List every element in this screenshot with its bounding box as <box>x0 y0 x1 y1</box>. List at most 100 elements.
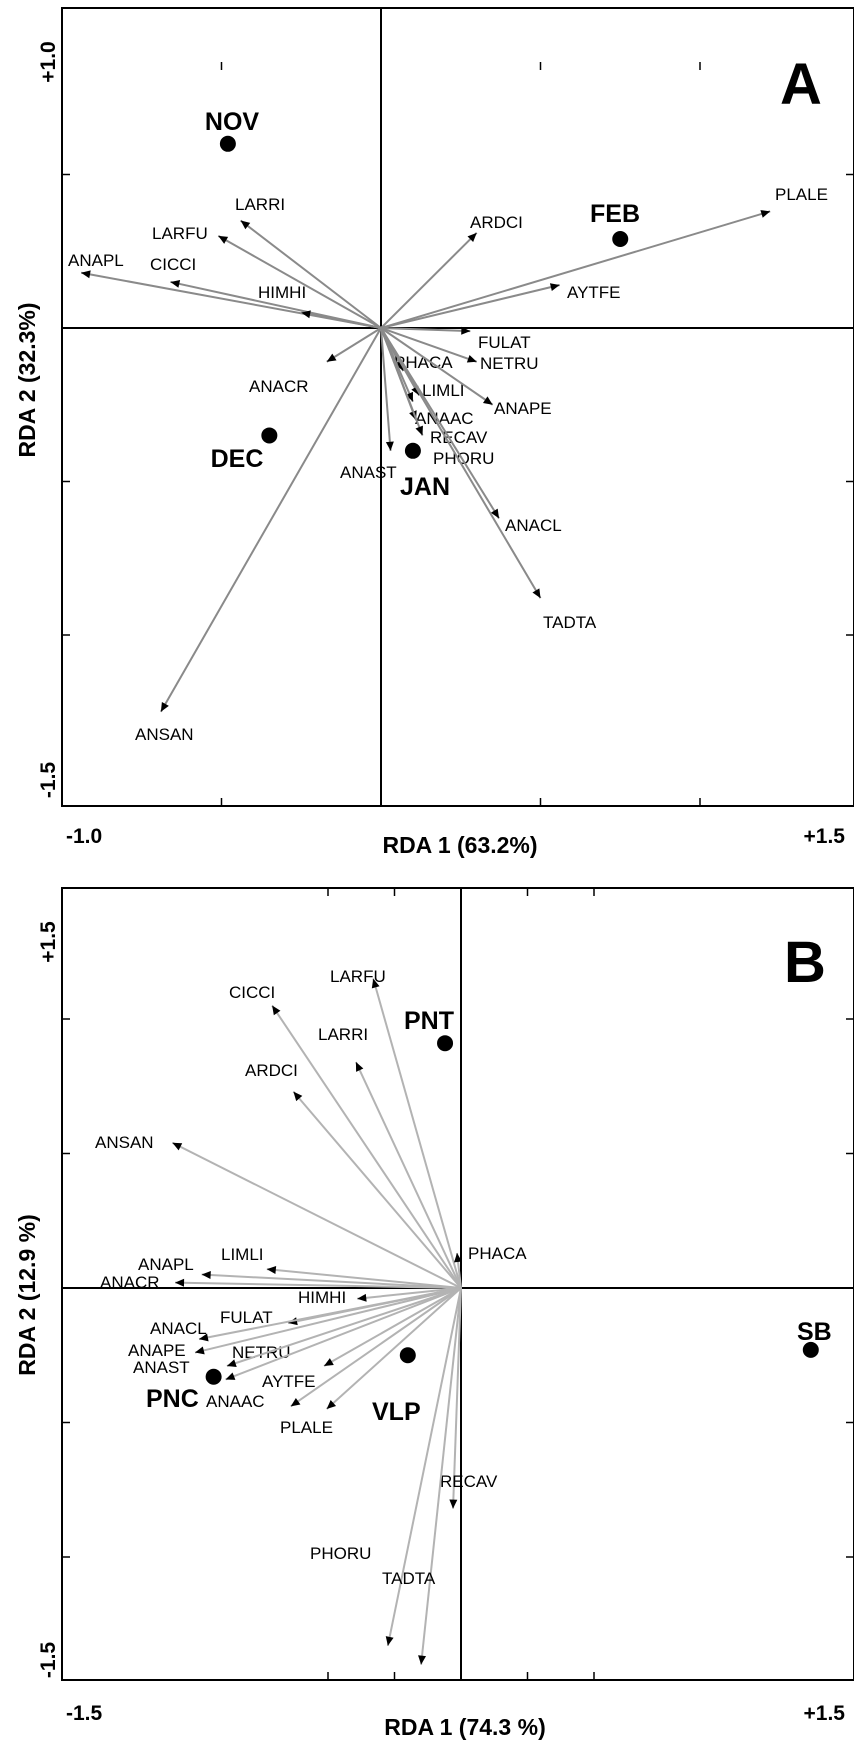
species-arrowhead-phoru <box>385 1636 394 1646</box>
species-arrow-cicci <box>271 1004 462 1289</box>
species-arrow-aytfe <box>290 1287 462 1408</box>
species-arrow-anast <box>380 327 392 451</box>
species-arrowhead-plale <box>326 1400 337 1410</box>
species-label-anaac: ANAAC <box>206 1392 265 1411</box>
species-arrowhead-anaac <box>225 1372 236 1380</box>
sample-point-pnc <box>205 1368 222 1385</box>
species-label-anape: ANAPE <box>128 1341 186 1360</box>
species-label-limli: LIMLI <box>422 381 465 400</box>
sample-label-dec: DEC <box>211 445 264 473</box>
species-arrow-plale <box>326 1287 462 1410</box>
species-arrow-anacr <box>175 1281 462 1289</box>
species-label-anast: ANAST <box>340 463 397 482</box>
species-label-tadta: TADTA <box>382 1569 436 1588</box>
species-arrow-ardci <box>380 232 478 329</box>
species-label-recav: RECAV <box>430 428 488 447</box>
species-label-anapl: ANAPL <box>68 251 124 270</box>
species-label-anapl: ANAPL <box>138 1255 194 1274</box>
species-arrowhead-recav <box>449 1499 458 1509</box>
species-arrow-anaac <box>225 1287 462 1381</box>
panel-a-rda-biplot: PLALE ARDCI AYTFE LARRI LARFU ANAPL CICCI HIMHI… <box>14 7 854 858</box>
panel-b-sample-points: PNT PNC VLP SB <box>146 1007 832 1426</box>
species-arrowhead-larfu <box>371 978 380 989</box>
species-arrow-himhi <box>357 1287 462 1300</box>
species-arrow-larri <box>355 1061 462 1289</box>
species-arrow-fulat <box>380 327 471 333</box>
species-label-anape: ANAPE <box>494 399 552 418</box>
species-arrow-recav <box>452 1287 462 1509</box>
species-label-anaac: ANAAC <box>415 409 474 428</box>
species-label-fulat: FULAT <box>220 1308 273 1327</box>
species-label-larfu: LARFU <box>152 224 208 243</box>
species-arrow-netru <box>323 1287 462 1367</box>
species-arrowhead-limli <box>266 1266 277 1275</box>
species-label-larri: LARRI <box>235 195 285 214</box>
panel-b-x-tick-min: -1.5 <box>66 1702 103 1725</box>
panel-a-tick-marks <box>61 62 854 806</box>
species-arrowhead-larri <box>355 1062 364 1072</box>
species-arrowhead-ardci <box>467 232 477 243</box>
panel-a-y-tick-max: +1.0 <box>37 41 60 82</box>
species-label-ansan: ANSAN <box>95 1133 154 1152</box>
species-arrowhead-ardci <box>293 1091 303 1102</box>
panel-a-frame <box>61 7 854 807</box>
sample-label-feb: FEB <box>590 200 640 228</box>
panel-b-tick-marks <box>62 888 854 1680</box>
species-arrow-anacr <box>326 327 382 363</box>
species-label-phoru: PHORU <box>310 1544 371 1563</box>
species-arrowhead-larri <box>240 220 251 230</box>
species-label-limli: LIMLI <box>221 1245 264 1264</box>
species-label-aytfe: AYTFE <box>262 1372 316 1391</box>
species-arrowhead-cicci <box>170 279 181 288</box>
species-label-phoru: PHORU <box>433 449 494 468</box>
species-arrowhead-anacl <box>198 1333 209 1342</box>
species-arrowhead-anacr <box>326 353 337 362</box>
species-arrow-anast <box>226 1287 462 1367</box>
species-label-anacr: ANACR <box>249 377 309 396</box>
species-label-ardci: ARDCI <box>470 213 523 232</box>
sample-point-nov <box>219 135 236 152</box>
sample-point-dec <box>261 427 278 444</box>
species-arrow-anape <box>194 1287 462 1354</box>
species-label-plale: PLALE <box>280 1418 333 1437</box>
sample-point-jan <box>404 442 421 459</box>
species-arrowhead-tadta <box>418 1655 427 1665</box>
species-arrow-limli <box>266 1268 462 1289</box>
species-label-anacl: ANACL <box>505 516 562 535</box>
species-label-anacr: ANACR <box>100 1273 160 1292</box>
species-arrowhead-cicci <box>272 1005 281 1016</box>
species-label-cicci: CICCI <box>150 255 196 274</box>
species-label-ansan: ANSAN <box>135 725 194 744</box>
sample-point-sb <box>802 1341 819 1358</box>
species-label-larfu: LARFU <box>330 967 386 986</box>
species-arrow-anape <box>380 327 494 406</box>
panel-b-species-arrows: LARFU CICCI LARRI ARDCI ANSAN PHACA LIMLI ANAPL… <box>95 967 527 1665</box>
species-arrowhead-anacr <box>175 1278 185 1287</box>
species-arrowhead-tadta <box>532 588 541 599</box>
panel-a-y-tick-min: -1.5 <box>37 762 60 799</box>
species-arrow-larfu <box>217 235 382 329</box>
sample-label-vlp: VLP <box>372 1398 421 1426</box>
species-arrow-phoru <box>380 327 424 436</box>
panel-a-y-axis-label: RDA 2 (32.3%) <box>14 302 40 457</box>
panel-b-frame <box>61 887 854 1681</box>
sample-label-jan: JAN <box>400 473 450 501</box>
species-arrow-larri <box>240 219 382 329</box>
species-arrow-himhi <box>301 311 382 329</box>
species-arrowhead-phoru <box>415 425 423 436</box>
species-arrow-anacl <box>198 1287 462 1341</box>
species-label-anacl: ANACL <box>150 1319 207 1338</box>
species-label-phaca: PHACA <box>468 1244 527 1263</box>
sample-point-vlp <box>399 1347 416 1364</box>
species-label-anast: ANAST <box>133 1358 190 1377</box>
species-arrowhead-ansan <box>172 1142 183 1151</box>
panel-b-rda-biplot: LARFU CICCI LARRI ARDCI ANSAN PHACA LIMLI ANAPL… <box>14 887 854 1740</box>
species-label-ardci: ARDCI <box>245 1061 298 1080</box>
species-arrow-tadta <box>420 1287 462 1665</box>
species-arrowhead-anacl <box>490 508 500 519</box>
species-arrowhead-himhi <box>357 1293 367 1302</box>
species-arrowhead-anape <box>195 1346 205 1355</box>
species-label-plale: PLALE <box>775 185 828 204</box>
species-arrowhead-phaca <box>454 1253 463 1263</box>
